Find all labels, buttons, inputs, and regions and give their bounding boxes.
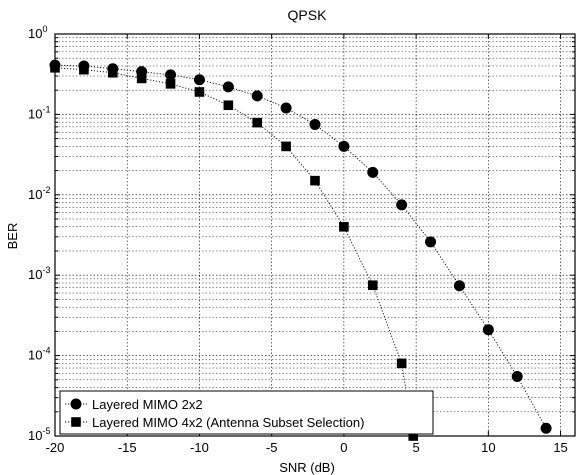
data-point (367, 166, 379, 178)
data-point (453, 280, 465, 292)
data-point (310, 175, 320, 186)
chart-title: QPSK (288, 7, 328, 23)
legend-label: Layered MIMO 4x2 (Antenna Subset Selecti… (92, 415, 364, 430)
data-point (396, 199, 408, 211)
data-point (136, 73, 147, 84)
data-point (367, 280, 378, 291)
series-line (54, 67, 414, 437)
data-point (425, 236, 437, 248)
legend-entries: Layered MIMO 2x2 Layered MIMO 4x2 (Antenn… (65, 397, 364, 430)
data-point (194, 87, 205, 97)
y-tick-label: 10-3 (28, 265, 50, 282)
ticks (54, 34, 575, 437)
legend: Layered MIMO 2x2 Layered MIMO 4x2 (Antenn… (59, 390, 434, 435)
y-tick-label: 10-5 (28, 426, 50, 443)
x-axis-label: SNR (dB) (279, 460, 335, 475)
data-point (540, 422, 552, 434)
x-tick-label: 5 (412, 440, 419, 455)
series-1 (49, 59, 552, 434)
data-point (511, 370, 523, 382)
legend-marker (70, 398, 82, 410)
data-point (309, 118, 321, 130)
y-tick-label: 10-1 (28, 104, 50, 121)
x-tick-label: -20 (46, 440, 65, 455)
data-point (482, 324, 494, 336)
data-point (107, 67, 118, 78)
y-tick-label: 10-4 (28, 346, 50, 363)
data-point (251, 90, 263, 102)
data-point (339, 221, 349, 232)
grid (54, 34, 575, 437)
data-point (280, 102, 292, 114)
legend-label: Layered MIMO 2x2 (92, 397, 203, 412)
x-tick-label: 0 (340, 440, 347, 455)
legend-marker (71, 417, 81, 427)
legend-box (59, 390, 434, 435)
data-point (338, 140, 350, 152)
x-tick-label: 10 (481, 440, 495, 455)
data-point (193, 74, 205, 86)
x-tick-label: 15 (553, 440, 567, 455)
data-point (223, 100, 234, 111)
data-point (252, 117, 263, 128)
data-point (281, 141, 291, 152)
data-point (222, 81, 234, 93)
data-point (165, 69, 177, 81)
y-tick-label: 10-2 (28, 185, 50, 202)
data-point (165, 79, 176, 89)
series-layer (49, 59, 552, 441)
plot-frame (54, 33, 576, 437)
x-tick-label: -10 (190, 440, 209, 455)
x-tick-label: -5 (266, 440, 278, 455)
y-axis-label: BER (5, 223, 20, 250)
tick-labels: -20 -15 -10 -5 0 5 10 15 10-5 10-4 10-3 10-2 10-1 100 (28, 24, 568, 455)
y-tick-label: 100 (28, 24, 47, 41)
data-point (79, 64, 89, 75)
x-tick-label: -15 (118, 440, 137, 455)
data-point (396, 358, 407, 369)
